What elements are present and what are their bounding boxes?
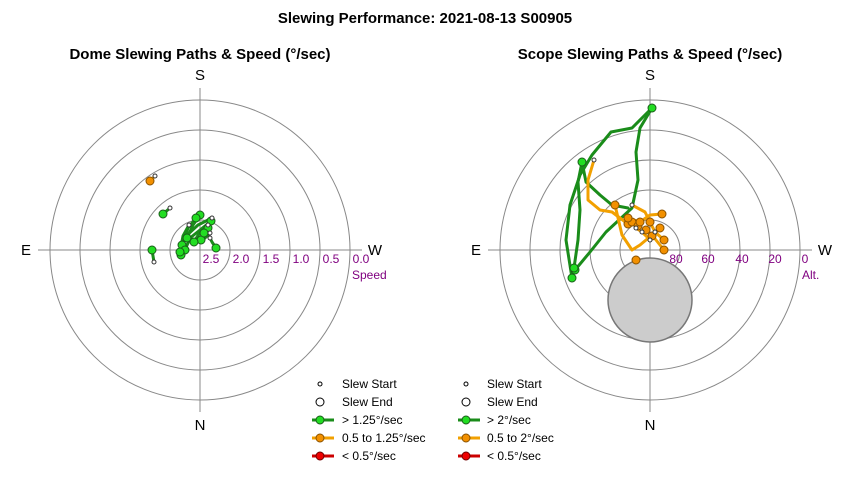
scope-tick-2: 40: [735, 252, 749, 266]
dome-legend-fast-symbol: [315, 415, 325, 425]
dome-slew-end-marker-fast-3: [182, 233, 192, 243]
scope-dir-top: S: [645, 67, 655, 84]
scope-panel: Scope Slewing Paths & Speed (°/sec) S N …: [458, 46, 833, 463]
scope-slew-start-marker-5: [652, 229, 658, 235]
scope-slew-path-1: [573, 106, 654, 272]
scope-legend-end-symbol: [461, 397, 471, 407]
scope-slew-start-marker-3: [639, 229, 645, 235]
dome-slew-end-marker-fast-7: [175, 247, 185, 257]
dome-slew-start-marker-6: [151, 259, 157, 265]
scope-legend-slow: < 0.5°/sec: [487, 449, 541, 463]
dome-slew-end-marker-medium-0: [145, 176, 155, 186]
scope-slew-start-marker-2: [633, 225, 639, 231]
dome-markers: [145, 173, 221, 265]
scope-tick-4: 0: [802, 252, 809, 266]
dome-slew-end-marker-fast-9: [147, 245, 157, 255]
scope-slew-end-marker-medium-9: [659, 245, 669, 255]
dome-legend-start-symbol: [317, 381, 323, 387]
scope-slew-end-marker-medium-0: [610, 200, 620, 210]
scope-dir-right: W: [818, 242, 833, 259]
dome-radial-label: Speed: [352, 268, 387, 282]
scope-slew-end-marker-medium-10: [631, 255, 641, 265]
scope-legend-medium: 0.5 to 2°/sec: [487, 431, 554, 445]
scope-tick-1: 60: [701, 252, 715, 266]
dome-legend-slow-symbol: [315, 451, 325, 461]
scope-slew-start-marker-4: [647, 237, 653, 243]
dome-legend-start: Slew Start: [342, 377, 397, 391]
scope-legend-end: Slew End: [487, 395, 538, 409]
scope-slew-end-marker-medium-11: [623, 213, 633, 223]
scope-dir-bottom: N: [645, 417, 656, 434]
scope-legend-medium-symbol: [461, 433, 471, 443]
scope-slew-end-marker-medium-6: [655, 223, 665, 233]
dome-slew-end-marker-fast-14: [199, 228, 209, 238]
dome-slew-start-marker-4: [186, 222, 192, 228]
scope-legend-start: Slew Start: [487, 377, 542, 391]
dome-legend-medium: 0.5 to 1.25°/sec: [342, 431, 426, 445]
dome-legend-end: Slew End: [342, 395, 393, 409]
dome-legend-fast: > 1.25°/sec: [342, 413, 403, 427]
dome-legend-end-symbol: [315, 397, 325, 407]
dome-slew-start-marker-0: [207, 235, 213, 241]
dome-tick-0: 2.5: [203, 252, 220, 266]
scope-slew-path-4: [586, 158, 630, 226]
dome-chart-title: Dome Slewing Paths & Speed (°/sec): [69, 46, 330, 63]
dome-panel: Dome Slewing Paths & Speed (°/sec) S N E…: [21, 46, 426, 463]
dome-dir-right: W: [368, 242, 383, 259]
scope-legend: Slew Start Slew End > 2°/sec 0.5 to 2°/s…: [458, 377, 554, 463]
scope-dir-left: E: [471, 242, 481, 259]
scope-slew-end-marker-fast-1: [577, 157, 587, 167]
scope-slew-end-marker-medium-13: [645, 217, 655, 227]
dome-tick-4: 0.5: [323, 252, 340, 266]
scope-slew-end-marker-fast-0: [647, 103, 657, 113]
dome-dir-left: E: [21, 242, 31, 259]
scope-markers: [567, 103, 669, 283]
scope-legend-slow-symbol: [461, 451, 471, 461]
dome-slew-end-marker-fast-8: [158, 209, 168, 219]
scope-slew-start-marker-0: [591, 157, 597, 163]
dome-slew-start-marker-7: [152, 173, 158, 179]
scope-legend-fast: > 2°/sec: [487, 413, 531, 427]
scope-slew-end-marker-medium-7: [657, 209, 667, 219]
dome-slew-end-marker-fast-0: [211, 243, 221, 253]
main-title: Slewing Performance: 2021-08-13 S00905: [277, 10, 573, 27]
scope-legend-start-symbol: [463, 381, 469, 387]
scope-slew-end-marker-fast-2: [567, 273, 577, 283]
dome-tick-5: 0.0: [353, 252, 370, 266]
scope-tick-0: 80: [669, 252, 683, 266]
dome-legend: Slew Start Slew End > 1.25°/sec 0.5 to 1…: [312, 377, 426, 463]
scope-radial-label: Alt.: [802, 268, 819, 282]
scope-slew-end-marker-medium-8: [659, 235, 669, 245]
scope-slew-end-marker-medium-12: [635, 217, 645, 227]
dome-obstruction-circle: [607, 257, 693, 343]
scope-slew-path-2: [572, 160, 584, 270]
scope-slew-end-marker-fast-4: [569, 263, 579, 273]
dome-slew-start-marker-2: [205, 222, 211, 228]
scope-legend-fast-symbol: [461, 415, 471, 425]
dome-dir-bottom: N: [195, 417, 206, 434]
scope-tick-3: 20: [768, 252, 782, 266]
dome-tick-2: 1.5: [263, 252, 280, 266]
dome-slew-start-marker-1: [207, 230, 213, 236]
dome-dir-top: S: [195, 67, 205, 84]
dome-slew-end-marker-fast-2: [189, 237, 199, 247]
dome-slew-end-marker-fast-12: [191, 213, 201, 223]
scope-slew-path-0: [564, 106, 654, 280]
dome-legend-slow: < 0.5°/sec: [342, 449, 396, 463]
dome-slew-start-marker-3: [209, 215, 215, 221]
dome-legend-medium-symbol: [315, 433, 325, 443]
scope-chart-title: Scope Slewing Paths & Speed (°/sec): [518, 46, 782, 63]
dome-slew-start-marker-5: [167, 205, 173, 211]
dome-tick-3: 1.0: [293, 252, 310, 266]
scope-slew-start-marker-1: [629, 202, 635, 208]
dome-tick-1: 2.0: [233, 252, 250, 266]
